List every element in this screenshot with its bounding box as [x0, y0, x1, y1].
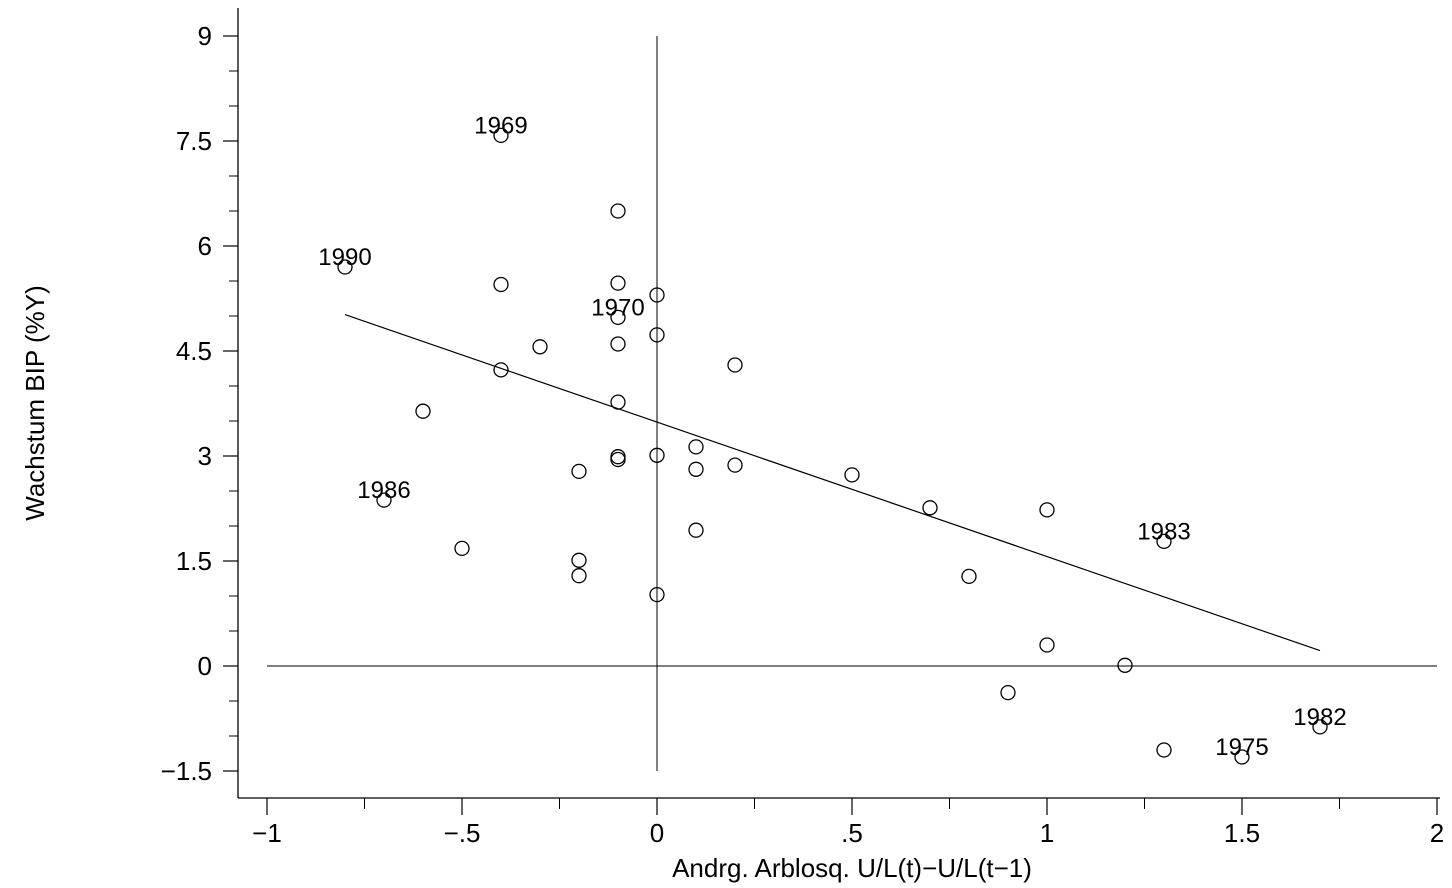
data-point — [1156, 742, 1172, 758]
data-point — [610, 449, 626, 465]
y-tick-label: 3 — [198, 441, 212, 471]
y-axis-title: Wachstum BIP (%Y) — [20, 285, 50, 521]
data-point — [610, 394, 626, 410]
data-point — [1312, 719, 1328, 735]
data-point — [493, 362, 509, 378]
point-label: 1982 — [1293, 704, 1346, 731]
x-tick-label: 2 — [1430, 818, 1444, 848]
point-label: 1975 — [1215, 734, 1268, 761]
data-point — [376, 492, 392, 508]
data-point — [454, 540, 470, 557]
data-point — [688, 439, 704, 455]
x-axis-title: Andrg. Arblosq. U/L(t)−U/L(t−1) — [672, 853, 1032, 883]
data-point — [415, 403, 431, 419]
data-point — [571, 463, 587, 480]
data-point — [922, 500, 938, 516]
data-point — [610, 451, 626, 468]
data-point — [1039, 637, 1055, 653]
x-tick-label: 1.5 — [1224, 818, 1260, 848]
data-point — [1117, 657, 1133, 673]
data-point — [844, 467, 860, 483]
point-label: 1970 — [591, 294, 644, 321]
data-point — [688, 522, 704, 538]
data-point — [532, 339, 548, 355]
data-point — [727, 357, 743, 373]
data-point — [649, 586, 665, 603]
fit-line — [344, 314, 1321, 652]
reference-lines — [267, 36, 1437, 771]
data-point — [493, 276, 509, 293]
data-point — [649, 287, 665, 303]
point-label: 1969 — [474, 112, 527, 139]
x-tick-label: 0 — [650, 818, 664, 848]
y-tick-label: 9 — [198, 21, 212, 51]
data-point — [610, 336, 626, 352]
data-points — [337, 127, 1328, 765]
fit-line-group — [344, 314, 1321, 652]
data-point — [1234, 749, 1250, 765]
y-tick-label: −1.5 — [161, 756, 212, 786]
y-tick-label: 4.5 — [176, 336, 212, 366]
data-point — [610, 203, 626, 219]
data-point — [571, 568, 587, 584]
data-point — [649, 447, 665, 463]
axes: −1.5 0 1.5 3 4.5 6 7.5 9 −1 −.5 0 .5 1 1.5 2 — [161, 8, 1444, 848]
x-tick-label: −1 — [252, 818, 282, 848]
data-point — [727, 457, 743, 473]
point-label: 1983 — [1137, 518, 1190, 545]
data-point — [571, 552, 587, 568]
x-tick-label: .5 — [841, 818, 863, 848]
y-tick-label: 6 — [198, 231, 212, 261]
data-point — [688, 461, 704, 477]
point-label: 1986 — [357, 477, 410, 504]
y-tick-label: 7.5 — [176, 126, 212, 156]
y-tick-label: 0 — [198, 651, 212, 681]
data-point — [1039, 502, 1055, 518]
point-labels: 1969 1990 1970 1986 1983 1982 1975 — [318, 112, 1346, 761]
data-point — [610, 309, 626, 326]
data-point — [610, 275, 626, 291]
y-tick-label: 1.5 — [176, 546, 212, 576]
data-point — [337, 259, 353, 275]
x-tick-label: −.5 — [444, 818, 481, 848]
data-point — [1156, 533, 1172, 550]
data-point — [1000, 684, 1016, 701]
data-point — [649, 327, 665, 343]
data-point — [961, 568, 977, 585]
point-label: 1990 — [318, 244, 371, 271]
data-point — [493, 127, 509, 144]
x-tick-label: 1 — [1040, 818, 1054, 848]
